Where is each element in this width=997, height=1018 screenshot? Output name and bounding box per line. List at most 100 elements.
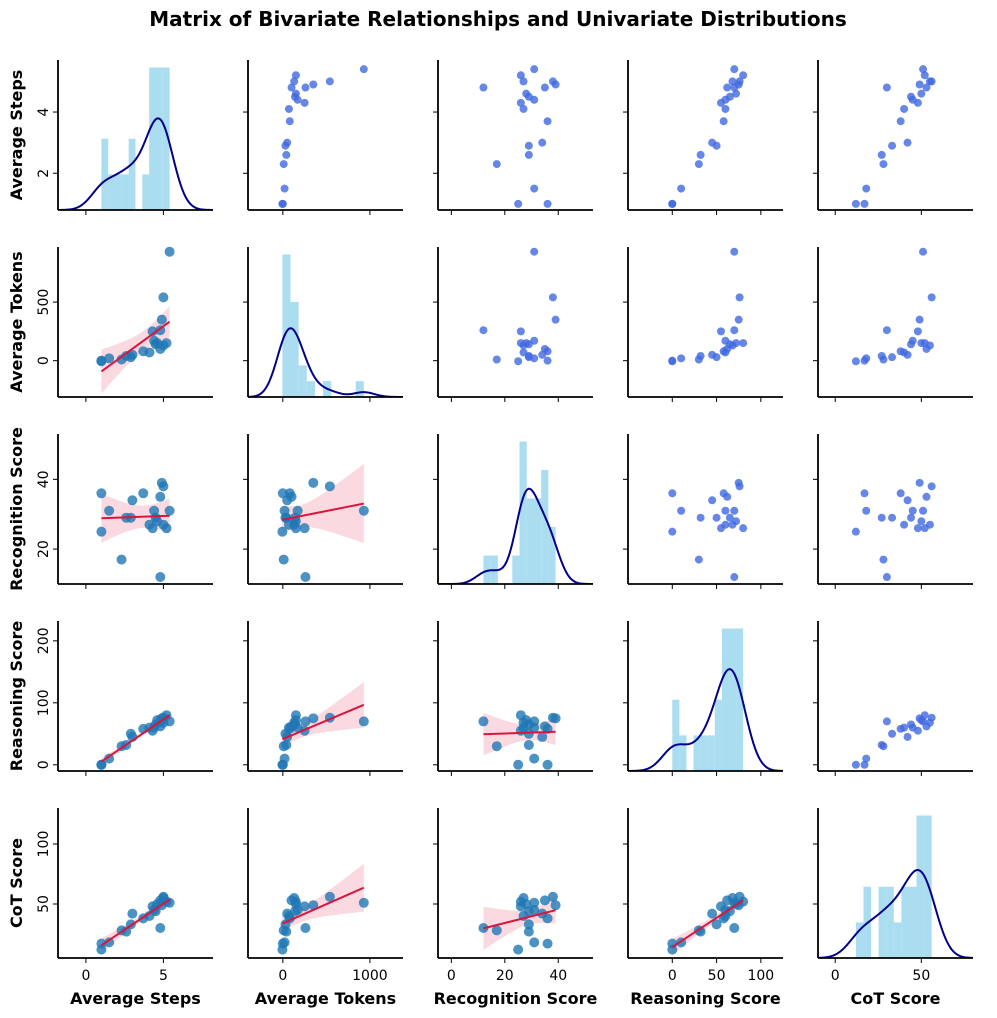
scatter-point <box>478 716 489 727</box>
scatter-point <box>542 913 553 924</box>
panel <box>278 65 368 208</box>
scatter-point <box>668 527 677 536</box>
scatter-point <box>922 83 931 92</box>
scatter-point <box>860 760 869 769</box>
scatter-point <box>896 489 905 498</box>
scatter-point <box>888 141 897 150</box>
scatter-point <box>919 717 928 726</box>
scatter-point <box>542 938 553 949</box>
scatter-point <box>358 897 369 908</box>
panel <box>667 891 749 956</box>
hist-bar <box>855 922 864 958</box>
scatter-point <box>735 77 744 86</box>
scatter-point <box>309 80 318 89</box>
panel <box>851 478 936 582</box>
scatter-point <box>708 138 717 147</box>
scatter-point <box>729 923 740 933</box>
regression-line <box>282 502 365 521</box>
hist-bar <box>149 67 156 210</box>
hist-bar <box>541 470 549 584</box>
hist-bar <box>519 441 527 584</box>
scatter-point <box>164 246 175 257</box>
scatter-point <box>888 353 897 362</box>
scatter-point <box>519 104 528 113</box>
scatter-point <box>543 356 552 365</box>
x-axis-label: Average Tokens <box>255 989 396 1008</box>
scatter-point <box>358 716 369 727</box>
scatter-point <box>523 739 534 750</box>
scatter-point <box>155 572 166 583</box>
scatter-point <box>515 710 526 721</box>
scatter-point <box>927 293 936 302</box>
scatter-point <box>896 117 905 126</box>
scatter-point <box>551 315 560 324</box>
panel <box>668 247 748 366</box>
scatter-point <box>707 908 718 919</box>
hist-bar <box>101 138 109 210</box>
hist-bar <box>290 302 299 397</box>
scatter-point <box>907 340 915 349</box>
scatter-point <box>739 524 748 533</box>
scatter-point <box>917 89 926 98</box>
hist-bar <box>483 555 491 584</box>
scatter-point <box>907 720 915 729</box>
x-tick-label: 50 <box>912 968 930 984</box>
scatter-point <box>717 327 725 336</box>
scatter-point <box>278 199 287 208</box>
scatter-point <box>530 184 539 193</box>
x-tick-label: 0 <box>447 968 456 984</box>
scatter-point <box>287 83 296 92</box>
scatter-point <box>158 481 169 492</box>
scatter-point <box>144 347 155 358</box>
regression-line <box>483 909 556 930</box>
scatter-point <box>543 199 552 208</box>
x-tick-label: 0 <box>278 968 287 984</box>
scatter-point <box>516 339 525 348</box>
scatter-point <box>917 517 926 526</box>
scatter-point <box>721 104 730 113</box>
y-tick-label: 200 <box>36 627 52 654</box>
scatter-point <box>524 150 533 159</box>
scatter-point <box>725 92 734 101</box>
x-tick-label: 40 <box>549 968 567 984</box>
scatter-point <box>920 524 929 533</box>
panel <box>479 247 560 366</box>
scatter-point <box>542 759 553 770</box>
panel <box>478 710 561 770</box>
y-axis-label: Average Steps <box>7 70 26 201</box>
scatter-point <box>279 753 290 764</box>
scatter-point <box>877 740 886 749</box>
x-tick-label: 5 <box>159 968 168 984</box>
scatter-point <box>281 739 292 750</box>
panel <box>96 477 175 583</box>
scatter-point <box>730 506 739 515</box>
scatter-point <box>537 731 548 742</box>
scatter-point <box>524 353 533 362</box>
scatter-point <box>915 80 924 89</box>
scatter-point <box>519 348 528 357</box>
x-tick-label: 20 <box>496 968 514 984</box>
scatter-point <box>694 160 703 169</box>
x-axis-label: Recognition Score <box>434 989 598 1008</box>
hist-bar <box>707 735 715 771</box>
scatter-point <box>903 496 912 505</box>
scatter-point <box>877 513 886 522</box>
scatter-point <box>147 326 158 337</box>
scatter-point <box>358 505 369 516</box>
hist-bar <box>155 67 163 210</box>
scatter-point <box>291 71 300 80</box>
scatter-point <box>548 77 557 86</box>
scatter-point <box>479 326 488 335</box>
scatter-point <box>513 944 524 955</box>
hist-bar <box>548 527 556 584</box>
scatter-point <box>540 344 549 353</box>
panel <box>851 247 936 366</box>
scatter-point <box>282 150 291 159</box>
scatter-point <box>728 77 737 86</box>
scatter-point <box>668 356 677 365</box>
scatter-point <box>920 71 929 80</box>
scatter-point <box>530 247 539 256</box>
y-tick-label: 0 <box>36 356 52 365</box>
scatter-point <box>851 527 860 536</box>
scatter-point <box>164 505 175 516</box>
